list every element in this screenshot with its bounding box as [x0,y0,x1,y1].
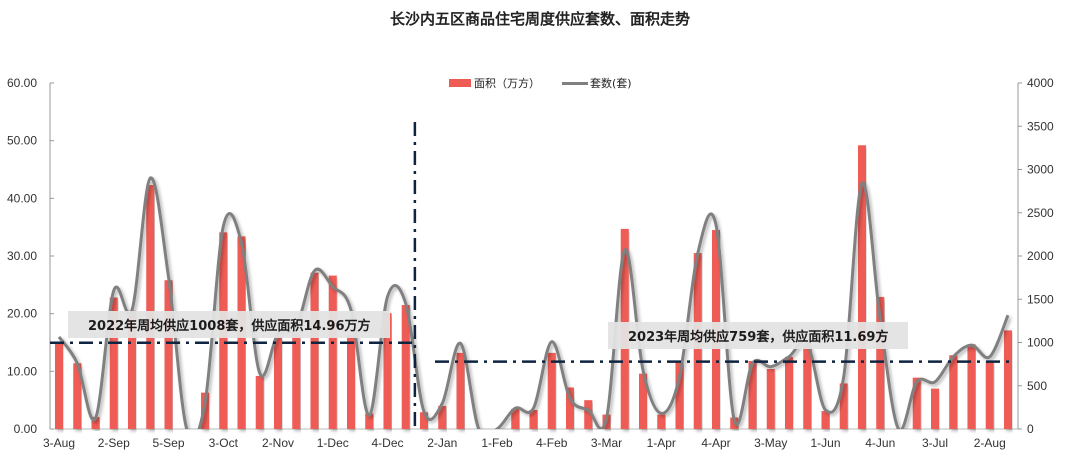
right-tick-label: 0 [1027,422,1034,436]
legend-swatch-area [449,79,471,87]
x-tick-label: 4-Jun [865,436,895,450]
area-bar [803,345,812,429]
x-tick-label: 4-Apr [701,436,730,450]
legend-label-units: 套数(套) [590,77,632,90]
x-tick-label: 2-Aug [974,436,1006,450]
x-tick-label: 3-Mar [591,436,622,450]
legend: 面积（万方） 套数(套) [449,75,632,91]
x-tick-label: 1-Apr [647,436,676,450]
x-tick-label: 2-Sep [98,436,130,450]
chart-title: 长沙内五区商品住宅周度供应套数、面积走势 [389,10,690,28]
area-bar [967,344,976,429]
area-bar [748,360,757,429]
x-tick-label: 2-Nov [262,436,294,450]
annotation-2023: 2023年周均供应759套，供应面积11.69方 [608,322,909,349]
left-tick-label: 50.00 [7,134,37,148]
right-tick-label: 2000 [1027,249,1054,263]
area-bar [839,383,848,429]
right-tick-label: 500 [1027,379,1047,393]
area-bar [985,362,994,429]
area-bar [547,352,556,429]
area-bar [128,310,136,429]
legend-swatch-units [562,81,588,85]
area-bar [91,416,100,429]
area-bar [420,412,428,429]
x-tick-label: 4-Dec [371,436,403,450]
x-tick-label: 3-Aug [43,436,75,450]
units-line [57,176,1010,429]
x-tick-label: 1-Jun [810,436,840,450]
area-bar [912,377,921,429]
x-tick-label: 1-Dec [317,436,349,450]
annotation-2022: 2022年周均供应1008套，供应面积14.96万方 [68,311,391,338]
left-tick-label: 30.00 [7,249,37,263]
right-tick-label: 4000 [1027,76,1054,90]
x-tick-label: 3-May [754,436,787,450]
x-tick-label: 3-Oct [209,436,239,450]
left-tick-label: 0.00 [14,422,38,436]
right-tick-label: 3000 [1027,163,1054,177]
x-tick-label: 5-Sep [152,436,184,450]
area-bar [931,388,939,429]
x-tick-label: 3-Jul [922,436,948,450]
left-tick-label: 40.00 [7,191,37,205]
area-bar [566,387,574,429]
legend-label-area: 面积（万方） [474,77,540,90]
right-tick-label: 3500 [1027,119,1054,133]
area-bar [55,341,63,429]
area-bar [657,414,666,429]
area-bar [73,363,82,429]
area-bar [438,405,447,429]
area-bar [164,280,173,429]
area-bar [949,355,958,429]
area-bar [146,185,155,429]
area-bar [109,297,118,429]
right-tick-label: 1500 [1027,292,1054,306]
area-bar [365,413,374,429]
area-bar [821,411,830,429]
area-bar [584,400,593,429]
right-tick-label: 2500 [1027,206,1054,220]
area-bar [785,356,793,429]
x-tick-label: 2-Jan [427,436,457,450]
area-bar [401,305,410,429]
area-bar [328,275,337,429]
area-bar [675,360,684,429]
left-tick-label: 60.00 [7,76,37,90]
area-bar [347,335,355,429]
x-tick-label: 1-Feb [481,436,513,450]
area-bar [529,409,538,429]
left-tick-label: 20.00 [7,307,37,321]
area-bar [255,375,264,429]
x-tick-label: 4-Feb [536,436,568,450]
left-tick-label: 10.00 [7,364,37,378]
area-bar [1004,330,1012,429]
area-bar [511,408,520,429]
area-bar [383,313,392,429]
area-bar [876,296,885,429]
area-bar [274,336,282,429]
area-bar [858,145,866,429]
area-bar [766,369,775,429]
area-bar [639,373,647,429]
area-bar [456,352,465,429]
right-tick-label: 1000 [1027,336,1054,350]
area-bar [310,272,319,429]
area-bar [292,333,301,429]
